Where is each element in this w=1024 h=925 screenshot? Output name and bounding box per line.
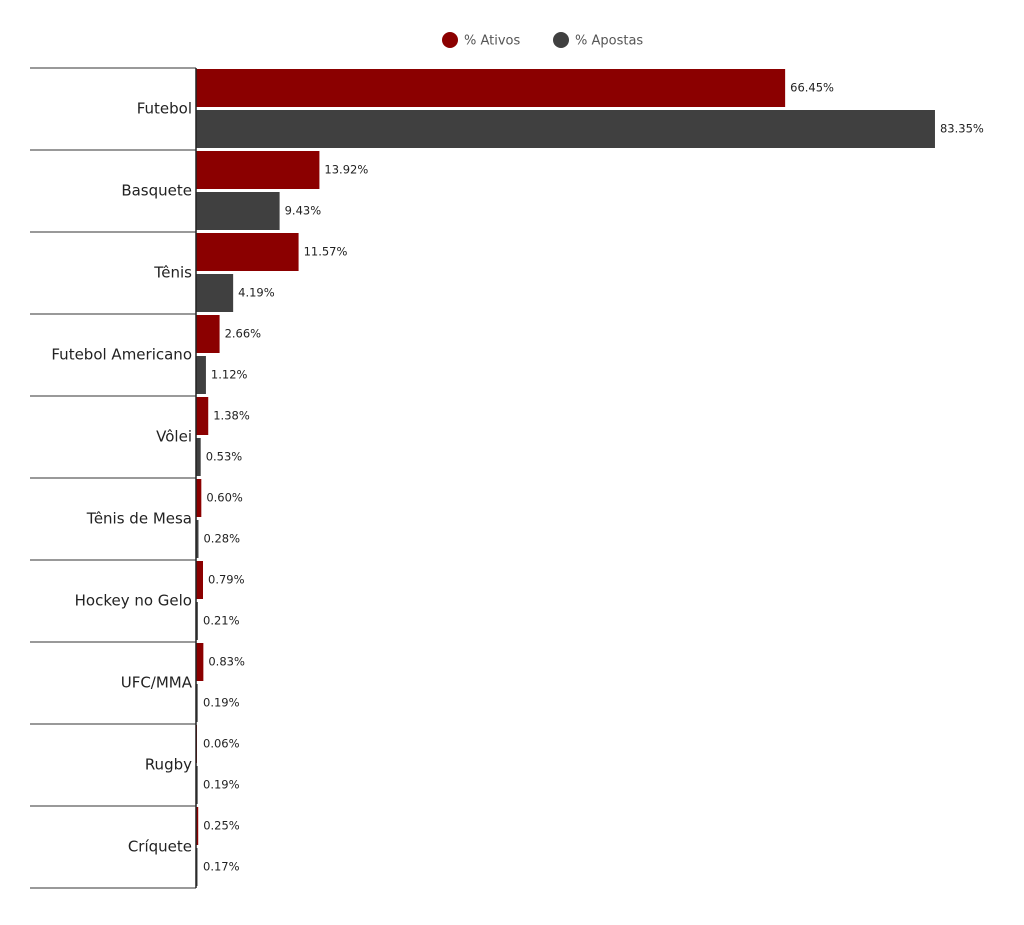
bar	[196, 151, 320, 189]
bar	[196, 315, 220, 353]
legend-marker	[442, 32, 458, 48]
category-label: Tênis	[153, 264, 192, 282]
category-label: Hockey no Gelo	[75, 592, 192, 610]
bar	[196, 602, 198, 640]
legend-marker	[553, 32, 569, 48]
value-label: 4.19%	[238, 286, 275, 300]
bar	[196, 479, 202, 517]
bar	[196, 766, 198, 804]
bar	[196, 397, 209, 435]
value-label: 1.38%	[213, 409, 250, 423]
value-label: 0.60%	[206, 491, 243, 505]
value-label: 9.43%	[285, 204, 322, 218]
bar	[196, 520, 199, 558]
value-label: 0.53%	[206, 450, 243, 464]
value-label: 13.92%	[324, 163, 368, 177]
bar	[196, 274, 234, 312]
bar	[196, 192, 280, 230]
bar	[196, 356, 206, 394]
category-label: Tênis de Mesa	[86, 510, 192, 528]
value-label: 0.06%	[203, 737, 240, 751]
bar	[196, 69, 786, 107]
value-label: 11.57%	[304, 245, 348, 259]
bar	[196, 438, 201, 476]
category-label: Futebol	[137, 100, 192, 118]
category-label: Rugby	[145, 756, 192, 774]
value-label: 0.79%	[208, 573, 245, 587]
value-label: 0.17%	[203, 860, 240, 874]
category-label: UFC/MMA	[121, 674, 193, 692]
value-label: 0.28%	[203, 532, 240, 546]
category-label: Basquete	[121, 182, 192, 200]
value-label: 83.35%	[940, 122, 984, 136]
value-label: 66.45%	[790, 81, 834, 95]
value-label: 2.66%	[225, 327, 262, 341]
bar	[196, 643, 204, 681]
category-label: Vôlei	[156, 428, 192, 446]
legend-label: % Apostas	[575, 34, 643, 49]
value-label: 0.83%	[208, 655, 245, 669]
bar	[196, 110, 935, 148]
legend-label: % Ativos	[464, 34, 521, 49]
bar	[196, 684, 198, 722]
bar	[196, 233, 299, 271]
bar	[196, 807, 199, 845]
value-label: 0.19%	[203, 696, 240, 710]
value-label: 0.21%	[203, 614, 240, 628]
bar	[196, 561, 204, 599]
category-label: Críquete	[128, 838, 192, 856]
value-label: 0.25%	[203, 819, 240, 833]
value-label: 0.19%	[203, 778, 240, 792]
category-label: Futebol Americano	[51, 346, 192, 364]
value-label: 1.12%	[211, 368, 248, 382]
bar	[196, 848, 198, 886]
